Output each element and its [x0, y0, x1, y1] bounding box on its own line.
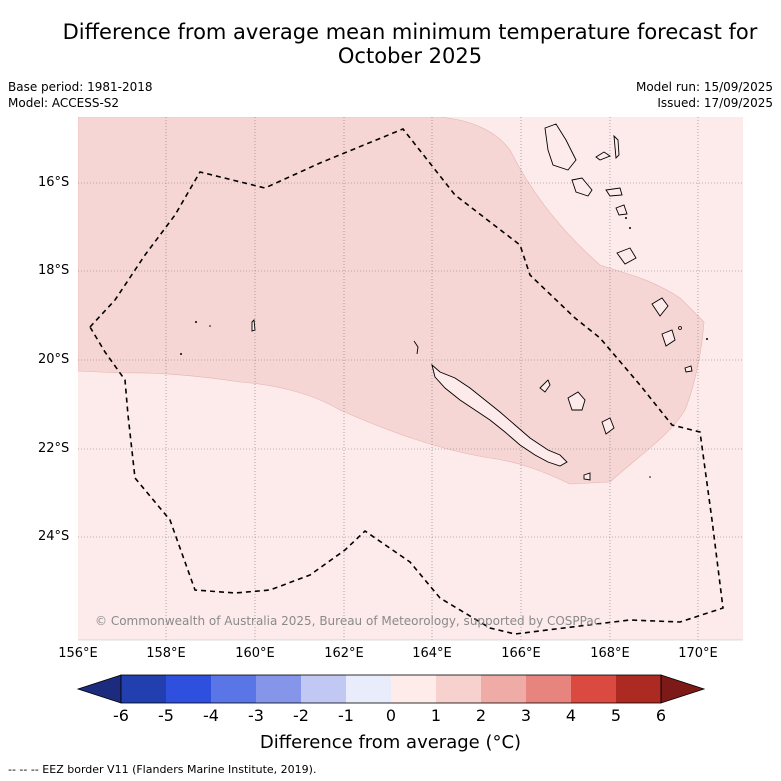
lon-label-164e: 164°E	[412, 646, 452, 661]
colorbar-tick-3: 3	[520, 706, 532, 725]
colorbar-bin-4	[256, 675, 301, 703]
colorbar-bin-7	[391, 675, 436, 703]
vanuatu-ambrym	[605, 187, 623, 197]
loyalty-lifou	[567, 391, 586, 411]
model-name: Model: ACCESS-S2	[8, 96, 120, 110]
meta-left: Base period: 1981-2018 Model: ACCESS-S2	[8, 79, 153, 111]
new-caledonia-main-island	[431, 363, 568, 467]
colorbar-tick-6: 6	[655, 706, 667, 725]
colorbar-bin-5	[301, 675, 346, 703]
colorbar-bin-6	[346, 675, 391, 703]
colorbar-bin-1	[121, 675, 166, 703]
lon-label-160e: 160°E	[235, 646, 275, 661]
issued-date: Issued: 17/09/2025	[657, 96, 773, 110]
reef-islet-3	[209, 325, 211, 327]
vanuatu-malekula	[571, 177, 593, 197]
lat-label-20s: 20°S	[38, 352, 70, 367]
gridlines	[78, 117, 743, 640]
vanuatu-maewo	[613, 134, 620, 159]
colorbar-tick-neg5: -5	[158, 706, 174, 725]
small-island-dot-2	[706, 338, 708, 340]
reef-islet-4	[649, 476, 651, 478]
vanuatu-ambae	[595, 151, 611, 161]
loyalty-mare	[601, 417, 615, 435]
vanuatu-tanna-erromango	[651, 297, 669, 317]
colorbar-bin-2	[166, 675, 211, 703]
isle-of-pines	[583, 472, 591, 481]
colorbar-frame	[120, 674, 662, 704]
title-line-2: October 2025	[337, 44, 483, 68]
vanuatu-espiritu-santo	[544, 123, 577, 171]
lat-label-24s: 24°S	[38, 529, 70, 544]
colorbar-tick-4: 4	[565, 706, 577, 725]
meta-right: Model run: 15/09/2025 Issued: 17/09/2025	[636, 79, 773, 111]
colorbar-tick-neg6: -6	[113, 706, 129, 725]
colorbar-tick-neg4: -4	[203, 706, 219, 725]
colorbar-bin-9	[481, 675, 526, 703]
colorbar-tick-neg1: -1	[338, 706, 354, 725]
title-line-1: Difference from average mean minimum tem…	[62, 20, 758, 44]
small-island-east	[684, 365, 693, 373]
vanuatu-epi	[615, 204, 628, 216]
lon-label-168e: 168°E	[590, 646, 630, 661]
colorbar-tick-2: 2	[475, 706, 487, 725]
colorbar-bin-8	[436, 675, 481, 703]
colorbar-tick-1: 1	[430, 706, 442, 725]
eez-border	[89, 128, 724, 635]
belep-islands	[413, 340, 419, 355]
colorbar-bin-3	[211, 675, 256, 703]
copyright-credit: © Commonwealth of Australia 2025, Bureau…	[95, 614, 601, 628]
colorbar	[76, 674, 706, 704]
reef-islet-1	[195, 321, 197, 323]
anomaly-region-1-2	[78, 117, 705, 485]
chesterfield-islet	[251, 319, 256, 332]
vanuatu-aneityum	[661, 329, 676, 347]
reef-islet-2	[180, 353, 182, 355]
small-island-dot-1	[678, 326, 682, 330]
colorbar-tick-5: 5	[610, 706, 622, 725]
colorbar-bin-10	[526, 675, 571, 703]
colorbar-extend-high	[660, 674, 706, 704]
small-island-dot-3	[629, 227, 631, 229]
colorbar-tick-neg3: -3	[248, 706, 264, 725]
vanuatu-efate	[616, 247, 637, 265]
lat-label-18s: 18°S	[38, 263, 70, 278]
lon-label-170e: 170°E	[678, 646, 718, 661]
lon-label-156e: 156°E	[58, 646, 98, 661]
colorbar-tick-0: 0	[385, 706, 397, 725]
lat-label-22s: 22°S	[38, 441, 70, 456]
colorbar-extend-low	[76, 674, 122, 704]
lat-label-16s: 16°S	[38, 175, 70, 190]
colorbar-tick-neg2: -2	[293, 706, 309, 725]
colorbar-bin-11	[571, 675, 616, 703]
model-run: Model run: 15/09/2025	[635, 80, 773, 94]
loyalty-ouvea	[539, 379, 551, 393]
lon-label-158e: 158°E	[146, 646, 186, 661]
map-title: Difference from average mean minimum tem…	[40, 20, 780, 68]
eez-legend-note: -- -- -- EEZ border V11 (Flanders Marine…	[8, 763, 317, 776]
lon-label-166e: 166°E	[501, 646, 541, 661]
small-island-dot-4	[625, 217, 627, 219]
colorbar-bin-12	[616, 675, 661, 703]
lon-label-162e: 162°E	[324, 646, 364, 661]
colorbar-title: Difference from average (°C)	[259, 732, 522, 753]
base-period: Base period: 1981-2018	[8, 80, 153, 94]
